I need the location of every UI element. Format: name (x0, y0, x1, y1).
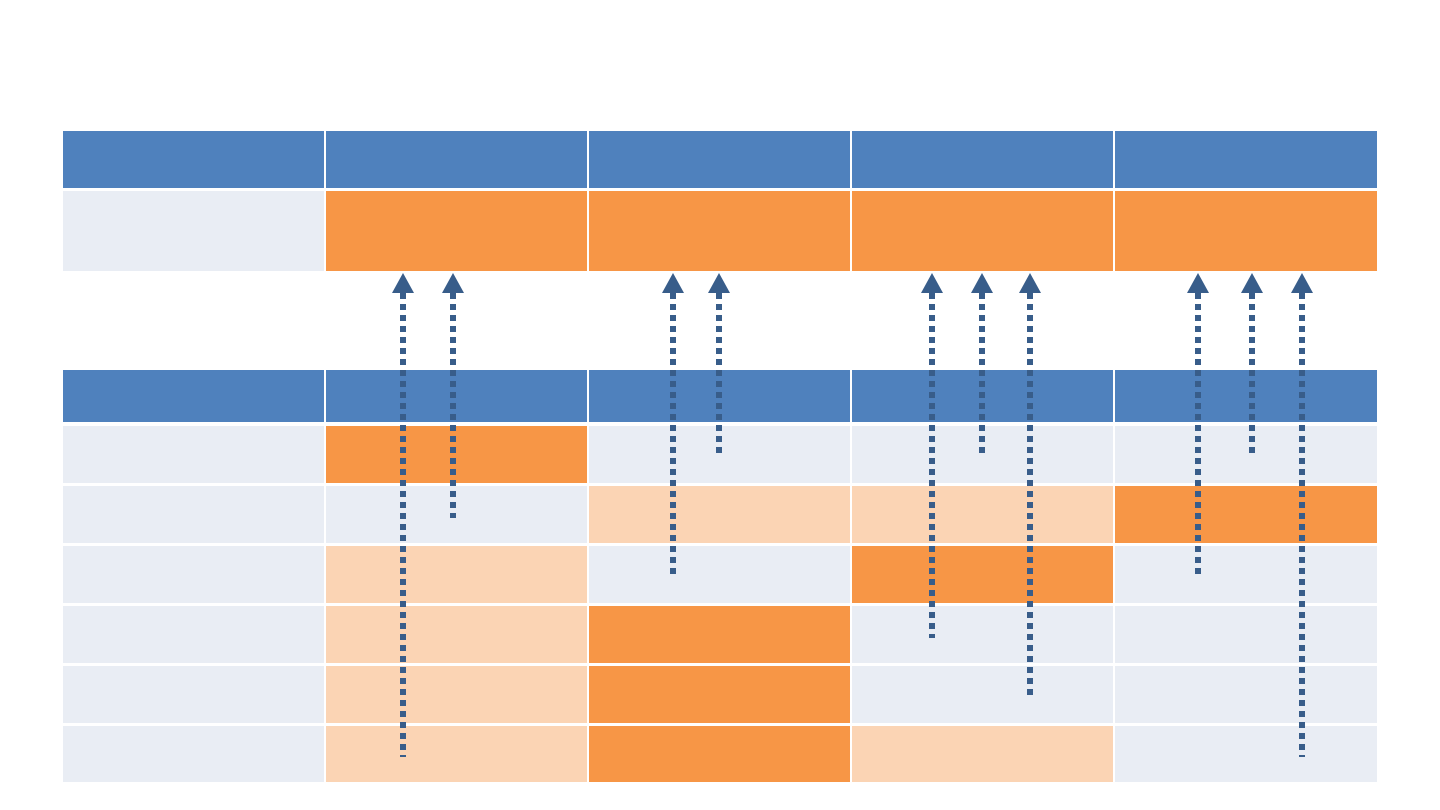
bottom-table-cell-light (326, 666, 587, 723)
arrow-head (662, 273, 684, 293)
bottom-table-cell-strong (589, 606, 850, 663)
arrow-head (442, 273, 464, 293)
bottom-table-cell-empty (1115, 666, 1377, 723)
bottom-table-cell-empty (1115, 426, 1377, 483)
bottom-table-cell-light (326, 546, 587, 603)
bottom-table-header-cell (852, 370, 1113, 422)
bottom-table-row-label-cell (63, 426, 324, 483)
arrow-head (1291, 273, 1313, 293)
arrow-head (708, 273, 730, 293)
arrow-head (971, 273, 993, 293)
bottom-table-cell-empty (1115, 606, 1377, 663)
bottom-table-cell-empty (589, 426, 850, 483)
bottom-table-cell-light (852, 486, 1113, 543)
bottom-table-cell-empty (589, 546, 850, 603)
top-table-cell-strong (326, 191, 587, 271)
arrow-head (1019, 273, 1041, 293)
bottom-table-cell-strong (1115, 486, 1377, 543)
bottom-table-cell-light (589, 486, 850, 543)
bottom-table-header-cell (63, 370, 324, 422)
arrow-head (392, 273, 414, 293)
top-table-cell-strong (589, 191, 850, 271)
top-table-header-cell (589, 131, 850, 188)
bottom-table-cell-empty (1115, 546, 1377, 603)
bottom-table-row-label-cell (63, 546, 324, 603)
bottom-table-header-cell (326, 370, 587, 422)
top-table-header-cell (326, 131, 587, 188)
bottom-table-cell-empty (852, 606, 1113, 663)
top-table-header-cell (852, 131, 1113, 188)
bottom-table-cell-strong (326, 426, 587, 483)
bottom-table-cell-empty (852, 426, 1113, 483)
bottom-table-cell-light (326, 726, 587, 782)
bottom-table-header-cell (589, 370, 850, 422)
arrow-head (921, 273, 943, 293)
bottom-table-cell-empty (1115, 726, 1377, 782)
bottom-table-cell-light (852, 726, 1113, 782)
arrow-head (1241, 273, 1263, 293)
top-table-cell-strong (1115, 191, 1377, 271)
bottom-table-row-label-cell (63, 666, 324, 723)
bottom-table-row-label-cell (63, 486, 324, 543)
bottom-table-row-label-cell (63, 726, 324, 782)
bottom-table-header-cell (1115, 370, 1377, 422)
bottom-table-cell-light (326, 606, 587, 663)
bottom-table-cell-empty (852, 666, 1113, 723)
bottom-table-cell-strong (589, 726, 850, 782)
top-table-header-cell (63, 131, 324, 188)
bottom-table-cell-strong (589, 666, 850, 723)
bottom-table-row-label-cell (63, 606, 324, 663)
bottom-table-cell-strong (852, 546, 1113, 603)
bottom-table-cell-empty (326, 486, 587, 543)
top-table-cell-strong (852, 191, 1113, 271)
top-table-row-label-cell (63, 191, 324, 271)
arrow-head (1187, 273, 1209, 293)
top-table-header-cell (1115, 131, 1377, 188)
